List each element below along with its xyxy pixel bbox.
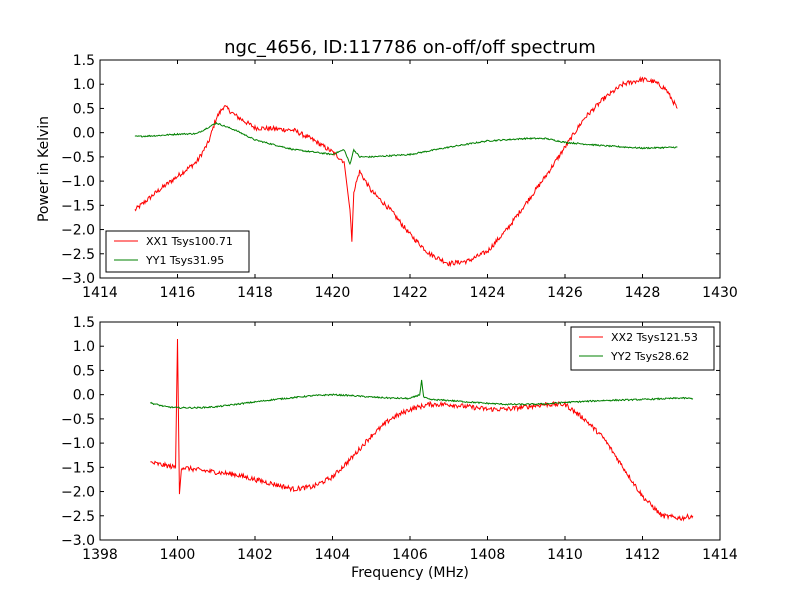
y-tick-label: 0.0 [73,388,95,404]
y-tick-label: −0.5 [61,150,95,166]
series-line-2 [134,121,678,166]
bottom-plot-panel: 1398 1400 1402 1404 1406 1408 1410 1412 1414 1.5 1… [61,315,738,563]
x-tick-label: 1426 [547,285,583,301]
y-tick-label: −1.5 [61,198,95,214]
top-plot-panel: 1414 1416 1418 1420 1422 1424 1426 1428 1430 1.5 1… [61,53,738,301]
x-tick-label: 1424 [470,285,506,301]
y-tick-label: 1.5 [73,53,95,69]
x-tick-label: 1402 [237,547,273,563]
y-tick-label: −3.0 [61,533,95,549]
x-tick-label: 1414 [82,285,118,301]
y-tick-label: 1.5 [73,315,95,331]
x-axis-label: Frequency (MHz) [351,565,469,581]
y-axis-label: Power in Kelvin [36,116,52,222]
x-tick-label: 1404 [315,547,351,563]
y-tick-label: 0.5 [73,101,95,117]
series-group [134,76,678,268]
y-tick-label: −0.5 [61,412,95,428]
x-tick-label: 1422 [392,285,428,301]
legend: XX2 Tsys121.53 YY2 Tsys28.62 [570,326,715,371]
legend-box [105,230,250,273]
chart-title: ngc_4656, ID:117786 on-off/off spectrum [224,37,596,58]
x-tick-label: 1408 [470,547,506,563]
series-line-2 [150,379,694,410]
series-group [150,338,694,522]
y-tick-label: 1.0 [73,77,95,93]
y-tick-label: −1.0 [61,174,95,190]
legend-label: YY2 Tsys28.62 [610,350,689,363]
x-tick-label: 1412 [625,547,661,563]
y-tick-label: −3.0 [61,271,95,287]
series-line-1 [134,76,678,268]
legend-label: YY1 Tsys31.95 [145,254,224,267]
x-tick-label: 1416 [160,285,196,301]
legend: XX1 Tsys100.71 YY1 Tsys31.95 [105,230,250,273]
y-tick-label: −2.0 [61,223,95,239]
x-tick-label: 1414 [702,547,738,563]
x-tick-label: 1420 [315,285,351,301]
legend-label: XX2 Tsys121.53 [611,331,698,344]
x-tick-label: 1430 [702,285,738,301]
series-line-1 [150,338,694,522]
y-tick-label: −1.5 [61,460,95,476]
x-tick-label: 1400 [160,547,196,563]
y-tick-label: 1.0 [73,339,95,355]
x-tick-label: 1410 [547,547,583,563]
x-tick-label: 1398 [82,547,118,563]
x-tick-label: 1418 [237,285,273,301]
y-tick-label: 0.5 [73,363,95,379]
y-tick-label: −2.0 [61,485,95,501]
y-tick-label: −2.5 [61,247,95,263]
legend-box [570,326,715,371]
y-tick-label: 0.0 [73,126,95,142]
y-tick-label: −2.5 [61,509,95,525]
y-tick-label: −1.0 [61,436,95,452]
x-tick-label: 1406 [392,547,428,563]
x-tick-label: 1428 [625,285,661,301]
legend-label: XX1 Tsys100.71 [146,235,233,248]
